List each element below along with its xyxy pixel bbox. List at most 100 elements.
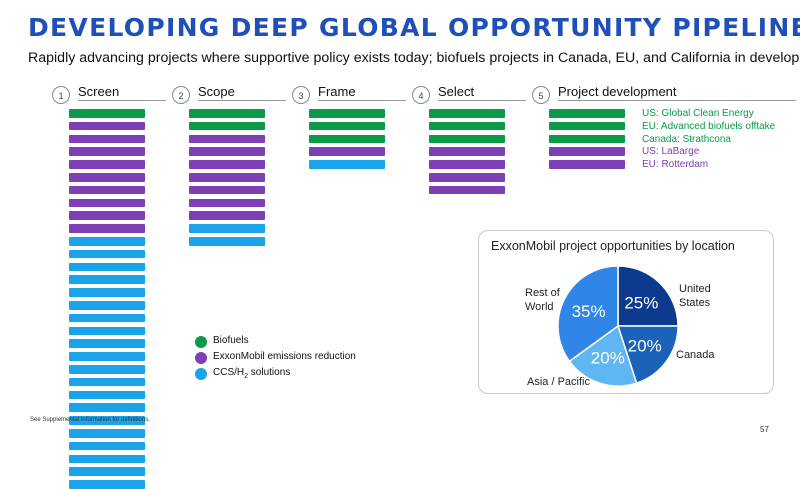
project-bar-biofuels — [549, 134, 625, 144]
project-bar-ccs — [69, 313, 145, 323]
pie-slice-name-line: States — [679, 297, 711, 309]
project-bar-biofuels — [69, 109, 145, 118]
stage-number: 5 — [532, 86, 550, 104]
project-bar-biofuels — [429, 109, 505, 118]
page-subtitle: Rapidly advancing projects where support… — [28, 50, 800, 66]
project-label: EU: Advanced biofuels offtake — [642, 120, 776, 132]
pie-slice-name: Asia / Pacific — [527, 375, 590, 389]
pie-slice-percent: 35% — [572, 302, 606, 321]
stage-number: 2 — [172, 86, 190, 104]
stage-divider — [78, 100, 166, 101]
project-bar-ccs — [69, 326, 145, 336]
project-bar-emissions — [189, 160, 265, 169]
project-bar-biofuels — [309, 134, 385, 144]
project-bar-ccs — [69, 288, 145, 297]
project-bar-emissions — [69, 198, 145, 208]
legend-label: CCS/H2 solutions — [213, 367, 290, 380]
pie-slice-name-line: World — [525, 301, 554, 313]
pie-slice-name: United States — [679, 282, 711, 310]
project-bar-ccs — [69, 403, 145, 412]
project-bar-emissions — [429, 173, 505, 182]
project-bar-emissions — [69, 224, 145, 233]
pie-slice-percent: 25% — [624, 294, 658, 313]
project-bar-emissions — [189, 198, 265, 208]
stage-number: 1 — [52, 86, 70, 104]
project-bar-ccs — [309, 160, 385, 169]
stage-label: Frame — [318, 84, 356, 99]
project-bar-ccs — [69, 441, 145, 451]
pie-slice-name: Canada — [676, 348, 715, 362]
project-bar-emissions — [189, 134, 265, 144]
stage-divider — [558, 100, 796, 101]
pie-slice-asia-pacific — [568, 324, 638, 387]
stage-divider — [318, 100, 406, 101]
project-bar-ccs — [69, 352, 145, 361]
project-bar-emissions — [309, 147, 385, 156]
project-bar-biofuels — [429, 121, 505, 131]
stage-divider — [198, 100, 286, 101]
project-bar-emissions — [69, 211, 145, 220]
legend-swatch — [195, 336, 207, 348]
project-bar-ccs — [189, 224, 265, 233]
project-bar-ccs — [69, 377, 145, 387]
project-bar-ccs — [69, 301, 145, 310]
legend-label: ExxonMobil emissions reduction — [213, 351, 356, 362]
project-bar-emissions — [69, 185, 145, 195]
project-bar-ccs — [189, 237, 265, 246]
project-bar-ccs — [69, 275, 145, 284]
stage-label: Select — [438, 84, 475, 99]
project-bar-emissions — [189, 185, 265, 195]
pie-slice-united-states — [617, 265, 679, 327]
project-bar-biofuels — [549, 121, 625, 131]
project-bar-ccs — [69, 237, 145, 246]
project-bar-ccs — [69, 390, 145, 400]
project-bar-emissions — [189, 211, 265, 220]
project-bar-emissions — [429, 147, 505, 156]
page-number: 57 — [760, 425, 769, 434]
project-bar-ccs — [69, 454, 145, 464]
legend-label-text: Biofuels — [213, 335, 249, 346]
project-bar-emissions — [69, 173, 145, 182]
legend-label-subscript: 2 — [244, 373, 249, 380]
stage-label: Project development — [558, 84, 677, 99]
legend-swatch — [195, 368, 207, 380]
project-bar-biofuels — [189, 121, 265, 131]
legend-label-text: CCS/H — [213, 367, 245, 378]
project-bar-emissions — [549, 147, 625, 156]
project-label: US: Global Clean Energy — [642, 108, 754, 119]
project-bar-emissions — [69, 134, 145, 144]
page-title: DEVELOPING DEEP GLOBAL OPPORTUNITY PIPEL… — [28, 13, 800, 42]
project-bar-biofuels — [429, 134, 505, 144]
pie-slice-rest-of-world — [557, 265, 619, 363]
pie-slice-percent: 20% — [591, 348, 625, 367]
stage-label: Screen — [78, 84, 120, 99]
legend-label-suffix: solutions — [248, 367, 291, 378]
stage-label: Scope — [198, 84, 235, 99]
project-bar-emissions — [549, 160, 625, 169]
stage-divider — [438, 100, 526, 101]
legend-label-text: ExxonMobil emissions reduction — [213, 351, 356, 362]
pie-chart: 25% 20%20% 35% — [557, 265, 679, 387]
project-bar-emissions — [189, 173, 265, 182]
project-bar-emissions — [69, 121, 145, 131]
footnote: See Supplemental Information for definit… — [30, 417, 150, 423]
project-bar-ccs — [69, 429, 145, 438]
legend-swatch — [195, 352, 207, 364]
project-bar-emissions — [69, 147, 145, 156]
pie-slice-canada — [616, 325, 679, 385]
pie-chart-title: ExxonMobil project opportunities by loca… — [491, 239, 735, 253]
project-bar-ccs — [69, 467, 145, 476]
pie-slice-name-line: Asia / Pacific — [527, 376, 590, 388]
pie-chart-panel: ExxonMobil project opportunities by loca… — [478, 230, 774, 394]
project-bar-emissions — [429, 160, 505, 169]
project-bar-biofuels — [309, 121, 385, 131]
stage-number: 3 — [292, 86, 310, 104]
project-bar-biofuels — [549, 109, 625, 118]
project-label: US: LaBarge — [642, 146, 700, 158]
project-bar-ccs — [69, 249, 145, 259]
project-bar-emissions — [69, 160, 145, 169]
project-bar-emissions — [429, 185, 505, 195]
project-label: Canada: Strathcona — [642, 133, 731, 145]
pie-slice-name-line: Rest of — [525, 287, 560, 299]
project-bar-ccs — [69, 339, 145, 348]
